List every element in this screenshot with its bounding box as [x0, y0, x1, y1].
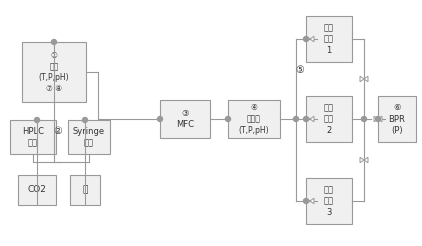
- FancyBboxPatch shape: [68, 120, 110, 154]
- FancyBboxPatch shape: [70, 175, 100, 205]
- Circle shape: [303, 117, 308, 122]
- Polygon shape: [364, 157, 368, 163]
- Circle shape: [303, 199, 308, 203]
- Polygon shape: [374, 116, 378, 122]
- Circle shape: [362, 117, 366, 122]
- Polygon shape: [306, 116, 310, 122]
- Circle shape: [35, 118, 40, 123]
- Text: ②: ②: [54, 126, 62, 136]
- Circle shape: [51, 40, 57, 45]
- FancyBboxPatch shape: [160, 100, 210, 138]
- FancyBboxPatch shape: [306, 16, 352, 62]
- Text: ④
반응기
(T,P,pH): ④ 반응기 (T,P,pH): [239, 103, 269, 135]
- Text: 샘플
튜브
2: 샘플 튜브 2: [324, 103, 334, 135]
- Polygon shape: [306, 198, 310, 204]
- Text: 물: 물: [82, 185, 88, 195]
- Circle shape: [82, 118, 87, 123]
- FancyBboxPatch shape: [378, 96, 416, 142]
- Text: Syringe
펌프: Syringe 펌프: [73, 127, 105, 147]
- FancyBboxPatch shape: [306, 178, 352, 224]
- Text: ⑤: ⑤: [296, 65, 304, 75]
- Text: 샘플
튜브
1: 샘플 튜브 1: [324, 23, 334, 55]
- Text: ①
수조
(T,P,pH)
⑦ ⑧: ① 수조 (T,P,pH) ⑦ ⑧: [39, 51, 69, 93]
- Text: ③
MFC: ③ MFC: [176, 109, 194, 129]
- Polygon shape: [310, 198, 314, 204]
- Text: ⑥
BPR
(P): ⑥ BPR (P): [389, 103, 406, 135]
- FancyBboxPatch shape: [228, 100, 280, 138]
- Polygon shape: [378, 116, 382, 122]
- FancyBboxPatch shape: [22, 42, 86, 102]
- Circle shape: [225, 117, 230, 122]
- Text: CO2: CO2: [27, 185, 46, 195]
- Polygon shape: [306, 36, 310, 42]
- FancyBboxPatch shape: [10, 120, 56, 154]
- Polygon shape: [360, 76, 364, 82]
- Circle shape: [303, 36, 308, 42]
- Circle shape: [293, 117, 298, 122]
- Polygon shape: [310, 116, 314, 122]
- Polygon shape: [360, 157, 364, 163]
- Text: HPLC
펌프: HPLC 펌프: [22, 127, 44, 147]
- Circle shape: [157, 117, 162, 122]
- FancyBboxPatch shape: [18, 175, 56, 205]
- Text: 샘플
튜브
3: 샘플 튜브 3: [324, 185, 334, 216]
- FancyBboxPatch shape: [306, 96, 352, 142]
- Circle shape: [376, 117, 381, 122]
- Polygon shape: [364, 76, 368, 82]
- Polygon shape: [310, 36, 314, 42]
